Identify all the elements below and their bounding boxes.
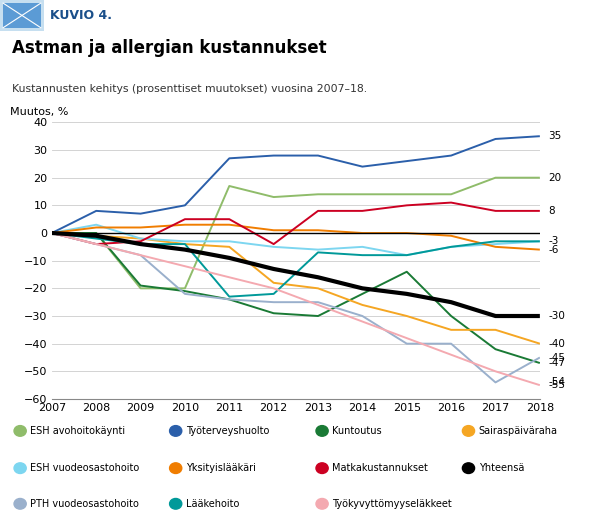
Text: ESH vuodeosastohoito: ESH vuodeosastohoito [30, 463, 140, 473]
Text: 35: 35 [548, 131, 561, 141]
Text: Työkyvyttömyyseläkkeet: Työkyvyttömyyseläkkeet [332, 499, 452, 509]
Text: -45: -45 [548, 353, 565, 362]
Text: -3: -3 [548, 236, 559, 246]
Text: -55: -55 [548, 380, 565, 390]
Text: -40: -40 [548, 339, 565, 348]
Text: Sairaspäiväraha: Sairaspäiväraha [479, 426, 558, 436]
Text: -47: -47 [548, 358, 565, 368]
Text: Kustannusten kehitys (prosenttiset muutokset) vuosina 2007–18.: Kustannusten kehitys (prosenttiset muuto… [12, 84, 367, 94]
Text: KUVIO 4.: KUVIO 4. [50, 9, 112, 22]
FancyBboxPatch shape [0, 0, 44, 31]
Text: Yksityislääkäri: Yksityislääkäri [186, 463, 256, 473]
Text: Yhteensä: Yhteensä [479, 463, 524, 473]
Text: 20: 20 [548, 173, 561, 182]
Text: -54: -54 [548, 377, 565, 387]
Text: Matkakustannukset: Matkakustannukset [332, 463, 428, 473]
Bar [3, 3, 41, 28]
Text: -30: -30 [548, 311, 565, 321]
Text: Muutos, %: Muutos, % [10, 107, 69, 117]
Text: ESH avohoitokäynti: ESH avohoitokäynti [30, 426, 126, 436]
Text: -6: -6 [548, 245, 559, 255]
Text: Kuntoutus: Kuntoutus [332, 426, 382, 436]
Text: Astman ja allergian kustannukset: Astman ja allergian kustannukset [12, 39, 327, 57]
Text: Lääkehoito: Lääkehoito [186, 499, 240, 509]
Text: PTH vuodeosastohoito: PTH vuodeosastohoito [30, 499, 139, 509]
Text: Työterveyshuolto: Työterveyshuolto [186, 426, 270, 436]
Text: 8: 8 [548, 206, 555, 216]
